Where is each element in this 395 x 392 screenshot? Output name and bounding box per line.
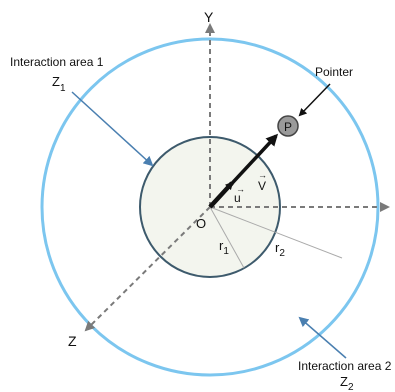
- v-arrow-accent: →: [258, 170, 267, 180]
- pointer-callout-label: Pointer: [315, 65, 353, 79]
- r2-line: [209, 206, 343, 259]
- r2-label: r2: [275, 240, 285, 259]
- zone1-title: Interaction area 1: [10, 55, 104, 69]
- u-label: u: [234, 191, 241, 205]
- zone2-title: Interaction area 2: [298, 359, 392, 373]
- v-label: V: [258, 179, 266, 193]
- pointer-marker: [277, 115, 299, 137]
- zone2-symbol: Z2: [340, 374, 354, 392]
- zone1-callout-arrow: [71, 91, 154, 167]
- z-axis-label: Z: [68, 333, 77, 349]
- vector-u: [208, 181, 234, 209]
- origin-label: O: [196, 216, 206, 231]
- u-arrow-accent: →: [236, 184, 245, 194]
- r1-label: r1: [219, 238, 229, 257]
- pointer-callout-arrow: [298, 83, 331, 117]
- zone2-callout-arrow: [298, 316, 347, 359]
- zone1-symbol: Z1: [52, 74, 66, 94]
- r1-line: [209, 206, 245, 269]
- pointer-marker-label: P: [284, 120, 292, 134]
- z-axis: [84, 206, 211, 332]
- y-axis-label: Y: [204, 9, 214, 25]
- zone2-ring: [40, 37, 380, 377]
